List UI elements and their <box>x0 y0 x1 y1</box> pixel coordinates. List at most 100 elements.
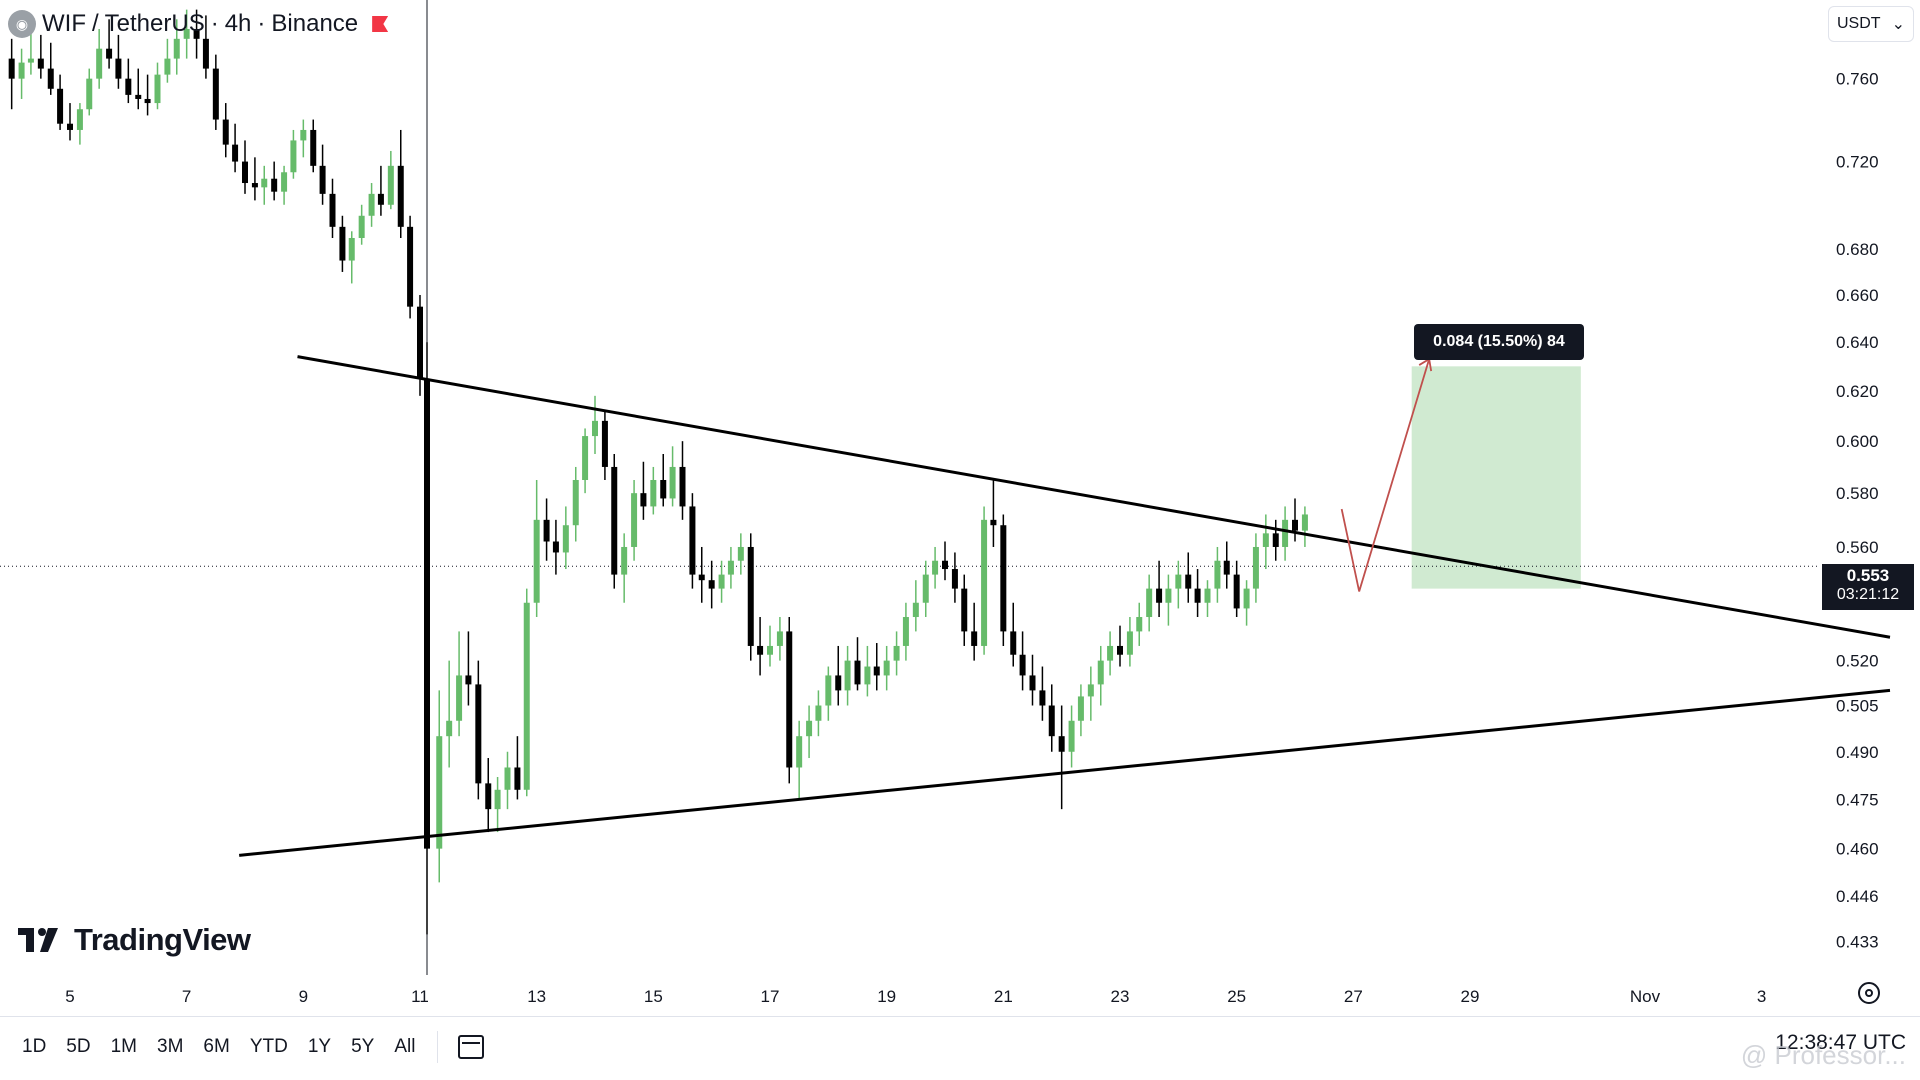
candle-body-88 <box>864 666 871 685</box>
candle-body-48 <box>475 684 482 784</box>
candle-body-38 <box>377 193 384 205</box>
candle-body-56 <box>552 541 559 553</box>
currency-selector[interactable]: USDT ⌄ <box>1828 6 1914 42</box>
candle-body-43 <box>424 378 430 849</box>
x-tick-label-8: 21 <box>994 987 1013 1006</box>
range-button-5d[interactable]: 5D <box>66 1035 91 1057</box>
x-tick-label-4: 13 <box>527 987 546 1006</box>
candle-body-2 <box>27 58 34 63</box>
x-tick-label-7: 19 <box>877 987 896 1006</box>
candle-body-65 <box>640 493 647 507</box>
candle-body-120 <box>1175 574 1182 589</box>
x-tick-label-10: 25 <box>1227 987 1246 1006</box>
y-tick-label-14: 0.460 <box>1836 840 1879 859</box>
y-tick-label-6: 0.600 <box>1836 432 1879 451</box>
x-tick-label-11: 27 <box>1344 987 1363 1006</box>
utc-clock[interactable]: 12:38:47 UTC <box>1775 1031 1906 1054</box>
candle-body-126 <box>1233 574 1240 609</box>
candle-body-42 <box>417 306 423 379</box>
candle-body-133 <box>1301 514 1308 531</box>
candle-body-39 <box>387 165 394 205</box>
candle-body-85 <box>835 675 842 691</box>
y-tick-label-0: 0.760 <box>1836 70 1879 89</box>
x-tick-label-0: 5 <box>65 987 74 1006</box>
candle-body-101 <box>990 519 997 526</box>
candle-body-54 <box>533 519 540 603</box>
symbol-header[interactable]: ◉ WIF / TetherUS · 4h · Binance <box>8 6 389 42</box>
candle-body-3 <box>37 58 44 69</box>
candle-body-29 <box>290 140 297 173</box>
candle-body-52 <box>514 767 521 790</box>
flag-icon[interactable] <box>372 16 389 32</box>
candle-body-91 <box>893 645 900 661</box>
candle-body-69 <box>679 466 686 507</box>
candle-body-125 <box>1223 560 1230 575</box>
calendar-icon[interactable] <box>458 1034 485 1059</box>
range-button-1m[interactable]: 1M <box>110 1035 137 1057</box>
candle-body-62 <box>611 466 618 575</box>
candle-body-22 <box>222 119 229 145</box>
x-tick-label-12: 29 <box>1461 987 1480 1006</box>
range-button-5y[interactable]: 5Y <box>351 1035 375 1057</box>
last-price-value: 0.553 <box>1846 566 1890 585</box>
range-button-all[interactable]: All <box>394 1035 416 1057</box>
candle-body-16 <box>164 58 171 75</box>
candle-body-49 <box>485 783 492 810</box>
candle-body-119 <box>1165 588 1172 603</box>
candle-body-103 <box>1010 631 1017 655</box>
candle-body-37 <box>368 193 375 216</box>
candle-body-102 <box>1000 525 1007 632</box>
candle-body-132 <box>1292 519 1298 531</box>
y-tick-label-11: 0.505 <box>1836 697 1879 716</box>
candle-body-128 <box>1252 546 1259 589</box>
candle-body-11 <box>115 58 122 79</box>
symbol-separator-2: · <box>210 10 219 37</box>
candle-body-108 <box>1058 736 1065 752</box>
candle-body-106 <box>1039 690 1046 706</box>
candle-body-67 <box>660 479 667 499</box>
range-button-1d[interactable]: 1D <box>22 1035 47 1057</box>
range-button-6m[interactable]: 6M <box>203 1035 230 1057</box>
candle-body-17 <box>173 38 180 59</box>
candle-body-131 <box>1282 519 1289 547</box>
range-button-ytd[interactable]: YTD <box>249 1035 288 1057</box>
candle-body-59 <box>582 436 589 480</box>
candle-body-25 <box>251 183 258 188</box>
candle-body-10 <box>106 48 113 59</box>
candle-body-1 <box>18 62 25 79</box>
currency-label: USDT <box>1837 15 1881 32</box>
candle-body-98 <box>961 588 968 632</box>
measure-label: 0.084 (15.50%) 84 <box>1414 324 1584 360</box>
range-button-3m[interactable]: 3M <box>157 1035 184 1057</box>
wif-logo-icon: ◉ <box>8 10 36 38</box>
candle-body-61 <box>601 420 608 467</box>
y-tick-label-3: 0.660 <box>1836 286 1879 305</box>
candle-body-77 <box>757 645 764 655</box>
candle-body-96 <box>942 560 948 570</box>
candle-body-20 <box>202 38 209 69</box>
candle-body-79 <box>776 631 783 646</box>
range-button-1y[interactable]: 1Y <box>307 1035 332 1057</box>
candle-body-40 <box>397 165 404 227</box>
bar-countdown: 03:21:12 <box>1836 586 1900 603</box>
y-tick-label-16: 0.433 <box>1836 932 1879 951</box>
tradingview-logo-icon <box>18 928 58 952</box>
bottom-toolbar: 1D 5D 1M 3M 6M YTD 1Y 5Y All 12:38:47 UTC <box>0 1016 1920 1076</box>
x-tick-label-14: 3 <box>1757 987 1766 1006</box>
candle-body-5 <box>57 88 64 124</box>
candle-body-130 <box>1272 533 1279 547</box>
candle-body-13 <box>135 94 142 99</box>
candle-body-34 <box>339 226 346 261</box>
settings-icon[interactable] <box>1858 982 1880 1004</box>
candle-body-105 <box>1029 675 1036 691</box>
candle-body-113 <box>1107 645 1114 661</box>
x-tick-label-13: Nov <box>1630 987 1661 1006</box>
candle-body-94 <box>922 574 929 603</box>
candle-body-75 <box>737 546 744 561</box>
y-tick-label-10: 0.520 <box>1836 652 1879 671</box>
tradingview-logo[interactable]: TradingView <box>18 922 251 958</box>
target-zone <box>1411 366 1581 589</box>
candle-body-53 <box>523 602 530 790</box>
